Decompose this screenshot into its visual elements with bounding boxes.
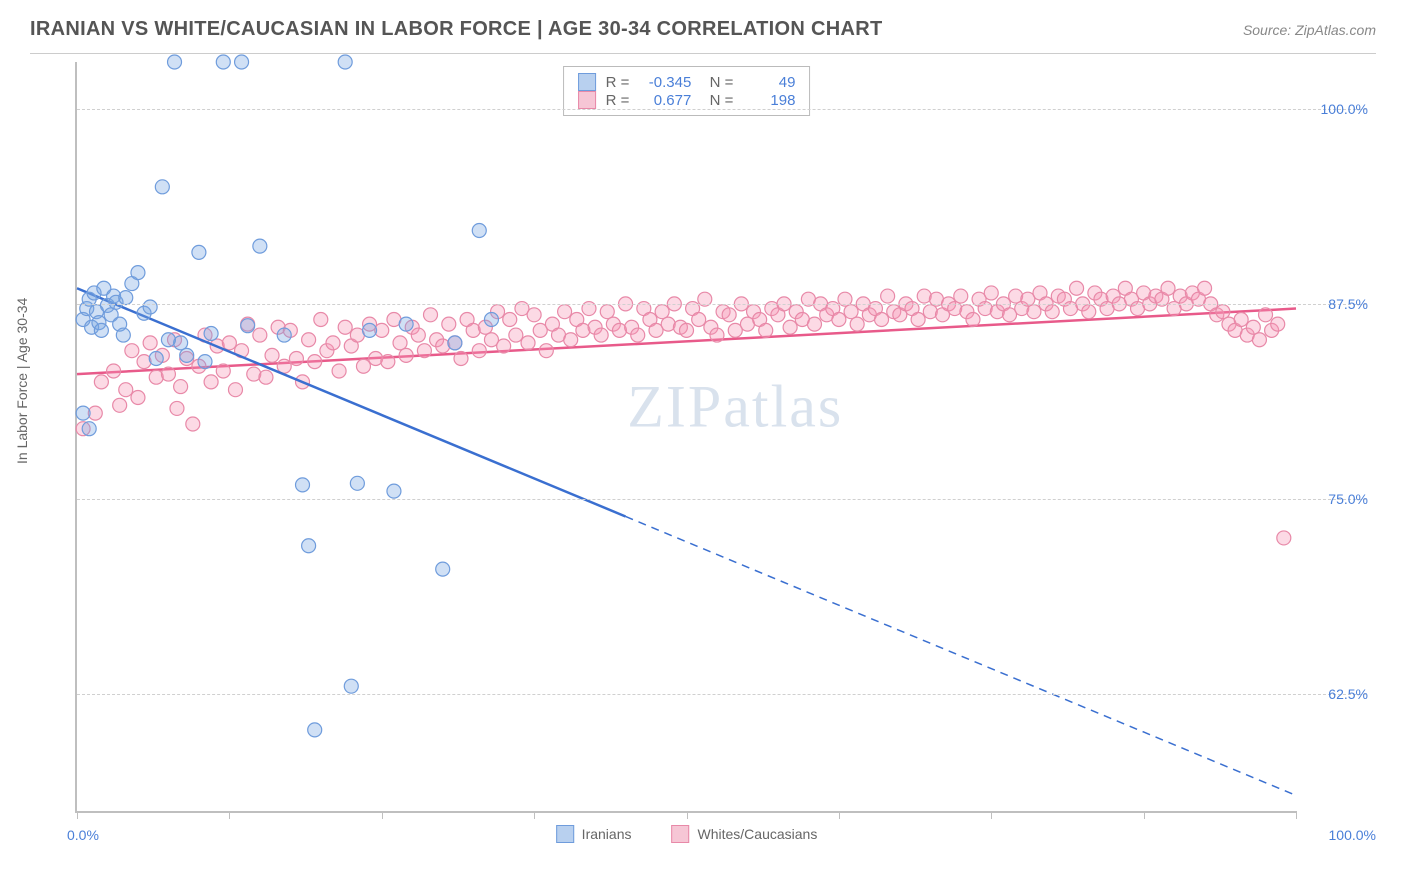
legend-series-name: Iranians	[582, 826, 632, 842]
legend-item-0: Iranians	[556, 825, 632, 843]
chart-container: In Labor Force | Age 30-34 ZIPatlas R = …	[30, 53, 1376, 873]
legend-row-series-0: R = -0.345 N = 49	[578, 73, 796, 91]
y-gridline-label: 87.5%	[1328, 296, 1368, 312]
legend-n-value: 198	[743, 92, 795, 109]
y-gridline-label: 75.0%	[1328, 491, 1368, 507]
x-axis-min-label: 0.0%	[67, 827, 99, 843]
swatch-icon	[671, 825, 689, 843]
legend-r-label: R =	[606, 74, 630, 91]
swatch-icon	[578, 73, 596, 91]
series-legend: Iranians Whites/Caucasians	[556, 825, 818, 843]
legend-n-label: N =	[701, 74, 733, 91]
legend-item-1: Whites/Caucasians	[671, 825, 817, 843]
chart-title: IRANIAN VS WHITE/CAUCASIAN IN LABOR FORC…	[30, 18, 882, 41]
legend-r-label: R =	[606, 92, 630, 109]
y-axis-label: In Labor Force | Age 30-34	[14, 297, 30, 463]
plot-area: ZIPatlas R = -0.345 N = 49 R = 0.677 N =…	[75, 62, 1296, 813]
y-gridline-label: 100.0%	[1321, 101, 1368, 117]
legend-n-value: 49	[743, 74, 795, 91]
scatter-svg	[77, 62, 1296, 811]
swatch-icon	[556, 825, 574, 843]
legend-n-label: N =	[701, 92, 733, 109]
legend-row-series-1: R = 0.677 N = 198	[578, 91, 796, 109]
legend-r-value: -0.345	[639, 74, 691, 91]
swatch-icon	[578, 91, 596, 109]
legend-series-name: Whites/Caucasians	[697, 826, 817, 842]
x-axis-max-label: 100.0%	[1329, 827, 1376, 843]
legend-r-value: 0.677	[639, 92, 691, 109]
y-gridline-label: 62.5%	[1328, 686, 1368, 702]
chart-source: Source: ZipAtlas.com	[1243, 22, 1376, 38]
chart-header: IRANIAN VS WHITE/CAUCASIAN IN LABOR FORC…	[0, 0, 1406, 53]
